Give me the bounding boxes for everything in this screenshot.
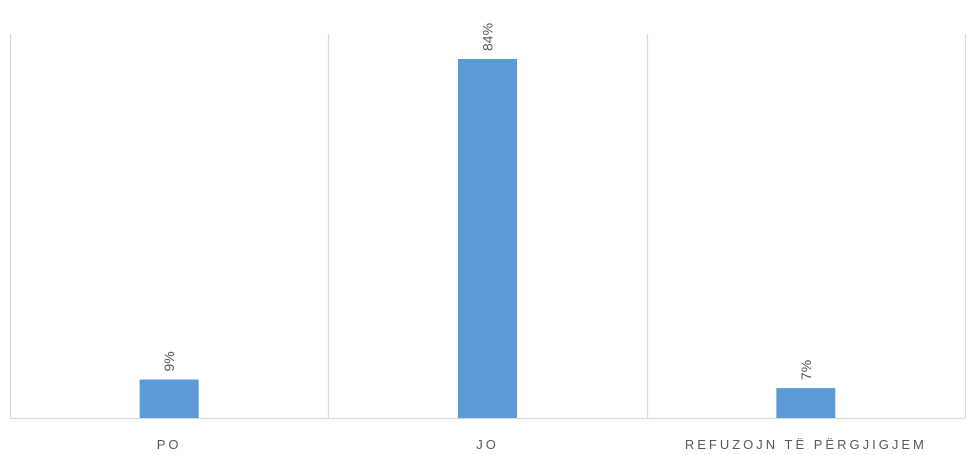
data-label: 7%: [798, 360, 814, 380]
data-label: 9%: [161, 351, 177, 371]
category-label: PO: [157, 437, 182, 452]
data-labels: 9% 84% 7%: [161, 23, 814, 380]
data-label: 84%: [480, 23, 496, 51]
bar: [139, 379, 199, 418]
bar: [776, 388, 836, 418]
category-label: REFUZOJN TË PËRGJIGJEM: [685, 437, 927, 452]
bars: [139, 59, 836, 418]
gridlines: [9, 34, 967, 420]
category-labels: PO JO REFUZOJN TË PËRGJIGJEM: [157, 437, 927, 452]
category-label: JO: [476, 437, 499, 452]
bar: [458, 59, 517, 418]
